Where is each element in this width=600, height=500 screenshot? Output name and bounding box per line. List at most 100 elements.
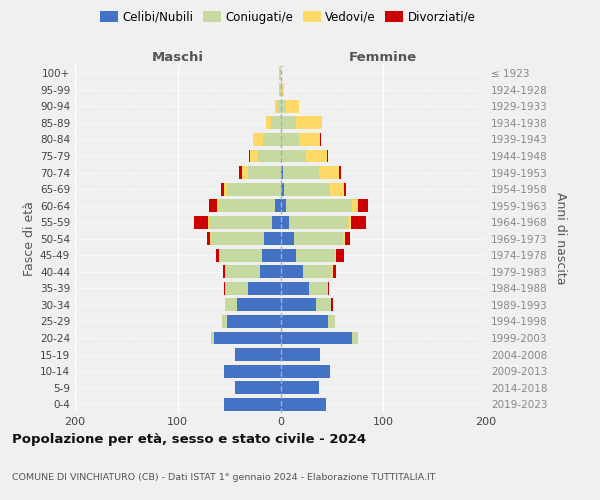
Bar [281,232,294,245]
Bar [227,182,281,196]
Bar [281,282,309,295]
Bar [253,133,263,146]
Bar [286,199,352,212]
Bar [303,266,332,278]
Bar [281,182,284,196]
Bar [299,133,320,146]
Bar [258,150,281,162]
Bar [327,150,328,162]
Bar [333,266,336,278]
Bar [209,199,217,212]
Bar [271,116,281,130]
Bar [328,315,335,328]
Bar [281,315,328,328]
Bar [206,232,209,245]
Bar [284,182,330,196]
Bar [264,232,281,245]
Bar [224,364,281,378]
Bar [222,315,227,328]
Bar [286,100,299,113]
Bar [281,348,320,361]
Bar [281,364,330,378]
Bar [281,298,316,312]
Bar [235,348,281,361]
Bar [344,182,346,196]
Bar [281,249,296,262]
Bar [263,133,281,146]
Bar [281,84,284,96]
Bar [239,166,242,179]
Bar [281,381,319,394]
Bar [224,398,281,410]
Text: Popolazione per età, sesso e stato civile - 2024: Popolazione per età, sesso e stato civil… [12,432,366,446]
Bar [280,84,281,96]
Bar [217,199,219,212]
Bar [281,166,283,179]
Bar [330,182,344,196]
Bar [349,216,352,228]
Bar [280,67,281,80]
Bar [223,266,225,278]
Bar [214,332,281,344]
Legend: Celibi/Nubili, Coniugati/e, Vedovi/e, Divorziati/e: Celibi/Nubili, Coniugati/e, Vedovi/e, Di… [95,6,481,28]
Bar [339,166,341,179]
Bar [275,100,277,113]
Text: Femmine: Femmine [349,51,418,64]
Bar [316,298,331,312]
Bar [221,182,224,196]
Bar [331,298,333,312]
Bar [289,216,349,228]
Bar [211,232,264,245]
Bar [352,332,358,344]
Bar [281,398,326,410]
Bar [227,315,281,328]
Bar [352,216,366,228]
Bar [309,282,328,295]
Bar [296,249,335,262]
Y-axis label: Anni di nascita: Anni di nascita [554,192,567,285]
Bar [281,150,306,162]
Bar [332,266,333,278]
Y-axis label: Fasce di età: Fasce di età [23,202,36,276]
Bar [209,216,272,228]
Bar [250,150,258,162]
Bar [208,216,209,228]
Bar [262,249,281,262]
Bar [345,232,350,245]
Bar [328,282,329,295]
Bar [225,282,248,295]
Bar [281,199,286,212]
Text: COMUNE DI VINCHIATURO (CB) - Dati ISTAT 1° gennaio 2024 - Elaborazione TUTTITALI: COMUNE DI VINCHIATURO (CB) - Dati ISTAT … [12,472,436,482]
Bar [219,249,262,262]
Text: Maschi: Maschi [152,51,204,64]
Bar [272,216,281,228]
Bar [224,282,225,295]
Bar [219,199,275,212]
Bar [319,166,339,179]
Bar [248,282,281,295]
Bar [296,116,322,130]
Bar [235,381,281,394]
Bar [266,116,271,130]
Bar [294,232,343,245]
Bar [248,166,281,179]
Bar [281,133,299,146]
Bar [209,232,211,245]
Bar [225,266,260,278]
Bar [277,100,281,113]
Bar [336,249,344,262]
Bar [260,266,281,278]
Bar [225,298,238,312]
Bar [352,199,358,212]
Bar [335,249,336,262]
Bar [216,249,219,262]
Bar [224,182,227,196]
Bar [281,216,289,228]
Bar [281,100,286,113]
Bar [281,266,303,278]
Bar [211,332,214,344]
Bar [358,199,368,212]
Bar [283,166,319,179]
Bar [306,150,327,162]
Bar [238,298,281,312]
